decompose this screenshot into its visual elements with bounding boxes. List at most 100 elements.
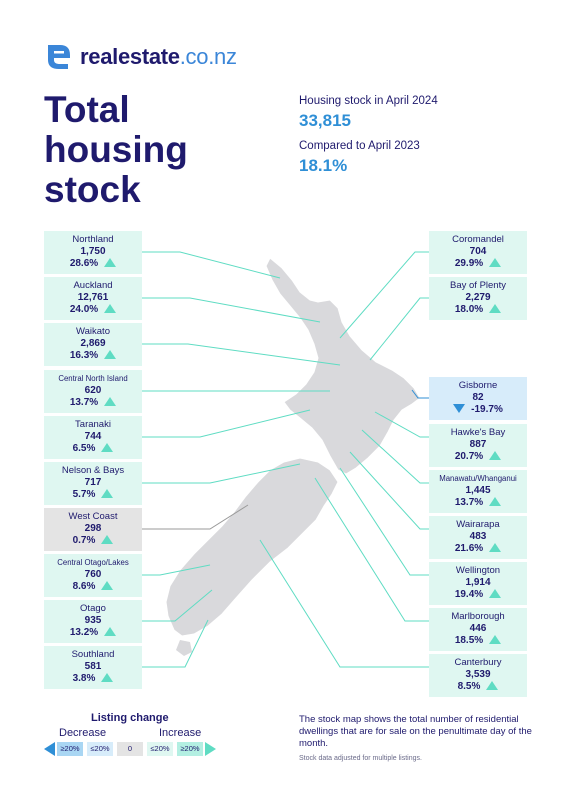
region-name: Nelson & Bays — [61, 465, 125, 476]
region-card-marlborough: Marlborough 446 18.5% — [429, 608, 527, 651]
region-count: 704 — [469, 246, 487, 257]
increase-icon — [104, 350, 117, 359]
region-count: 1,445 — [465, 485, 491, 496]
legend-title: Listing change — [91, 712, 169, 724]
increase-icon — [101, 443, 114, 452]
region-card-manawatu-whanganui: Manawatu/Whanganui 1,445 13.7% — [429, 470, 527, 513]
region-count: 483 — [469, 531, 487, 542]
compare-value: 18.1% — [299, 156, 348, 175]
region-change: 19.4% — [454, 589, 484, 600]
region-name: Central Otago/Lakes — [57, 558, 129, 567]
region-count: 1,750 — [80, 246, 106, 257]
region-card-hawkes-bay: Hawke's Bay 887 20.7% — [429, 424, 527, 467]
increase-icon — [101, 489, 114, 498]
increase-icon — [104, 627, 117, 636]
increase-icon — [104, 304, 117, 313]
region-change: 18.0% — [454, 304, 484, 315]
region-card-central-otago-lakes: Central Otago/Lakes 760 8.6% — [44, 554, 142, 597]
increase-icon — [489, 451, 502, 460]
increase-icon — [101, 581, 114, 590]
south-island-shape — [165, 457, 339, 656]
region-change: 21.6% — [454, 543, 484, 554]
legend-scale: ≥20% ≤20% 0 ≤20% ≥20% — [44, 742, 216, 756]
region-count: 1,914 — [465, 577, 491, 588]
increase-icon — [104, 397, 117, 406]
region-name: Hawke's Bay — [450, 427, 506, 438]
region-change: 13.2% — [69, 627, 99, 638]
region-count: 2,279 — [465, 292, 491, 303]
map-footnote: Stock data adjusted for multiple listing… — [299, 755, 422, 762]
increase-icon — [101, 673, 114, 682]
region-name: Wellington — [455, 565, 501, 576]
region-count: 12,761 — [77, 292, 109, 303]
region-change: 20.7% — [454, 451, 484, 462]
decrease-arrow-icon — [44, 742, 55, 756]
leader-line-west-coast — [142, 504, 249, 530]
region-count: 82 — [472, 392, 484, 403]
region-card-auckland: Auckland 12,761 24.0% — [44, 277, 142, 320]
region-card-bay-of-plenty: Bay of Plenty 2,279 18.0% — [429, 277, 527, 320]
region-change: 16.3% — [69, 350, 99, 361]
region-count: 887 — [469, 439, 487, 450]
brand-name: realestate.co.nz — [80, 44, 237, 69]
region-change: 29.9% — [454, 258, 484, 269]
region-change: -19.7% — [471, 404, 503, 415]
region-count: 620 — [84, 385, 102, 396]
region-card-wellington: Wellington 1,914 19.4% — [429, 562, 527, 605]
region-name: Waikato — [76, 326, 110, 337]
region-count: 744 — [84, 431, 102, 442]
region-card-otago: Otago 935 13.2% — [44, 600, 142, 643]
region-card-canterbury: Canterbury 3,539 8.5% — [429, 654, 527, 697]
region-change: 18.5% — [454, 635, 484, 646]
stock-value: 33,815 — [299, 111, 351, 130]
region-card-taranaki: Taranaki 744 6.5% — [44, 416, 142, 459]
region-change: 13.7% — [69, 397, 99, 408]
north-island-shape — [265, 257, 421, 475]
brand-logo: realestate.co.nz — [44, 40, 237, 74]
region-card-nelson-bays: Nelson & Bays 717 5.7% — [44, 462, 142, 505]
region-name: Southland — [71, 649, 115, 660]
region-change: 8.5% — [457, 681, 481, 692]
region-card-coromandel: Coromandel 704 29.9% — [429, 231, 527, 274]
region-change: 0.7% — [72, 535, 96, 546]
title-line: housing — [44, 129, 188, 170]
region-name: Taranaki — [75, 419, 111, 430]
legend-box: ≤20% — [87, 742, 113, 756]
increase-icon — [489, 635, 502, 644]
region-change: 5.7% — [72, 489, 96, 500]
region-change: 8.6% — [72, 581, 96, 592]
region-count: 935 — [84, 615, 102, 626]
map-note: The stock map shows the total number of … — [299, 714, 532, 749]
region-name: Manawatu/Whanganui — [439, 474, 517, 483]
increase-icon — [489, 497, 502, 506]
legend-increase-label: Increase — [159, 727, 202, 739]
region-count: 2,869 — [80, 338, 106, 349]
region-name: Gisborne — [458, 380, 498, 391]
region-name: Northland — [72, 234, 114, 245]
stock-label: Housing stock in April 2024 — [299, 95, 438, 107]
increase-icon — [101, 535, 114, 544]
increase-icon — [489, 543, 502, 552]
region-change: 24.0% — [69, 304, 99, 315]
region-change: 3.8% — [72, 673, 96, 684]
region-card-southland: Southland 581 3.8% — [44, 646, 142, 689]
title-line: stock — [44, 169, 141, 210]
region-name: Auckland — [73, 280, 113, 291]
page-title: Total housing stock — [44, 90, 264, 210]
region-card-northland: Northland 1,750 28.6% — [44, 231, 142, 274]
region-count: 3,539 — [465, 669, 491, 680]
region-card-waikato: Waikato 2,869 16.3% — [44, 323, 142, 366]
region-name: Central North Island — [58, 374, 128, 383]
region-name: Marlborough — [451, 611, 505, 622]
region-count: 760 — [84, 569, 102, 580]
increase-icon — [489, 589, 502, 598]
legend-decrease-label: Decrease — [59, 727, 107, 739]
region-card-gisborne: Gisborne 82 -19.7% — [429, 377, 527, 420]
legend-box: ≥20% — [177, 742, 203, 756]
increase-icon — [489, 304, 502, 313]
region-change: 6.5% — [72, 443, 96, 454]
region-card-west-coast: West Coast 298 0.7% — [44, 508, 142, 551]
region-name: Wairarapa — [456, 519, 500, 530]
leader-line-gisborne — [411, 389, 429, 399]
region-name: West Coast — [68, 511, 118, 522]
